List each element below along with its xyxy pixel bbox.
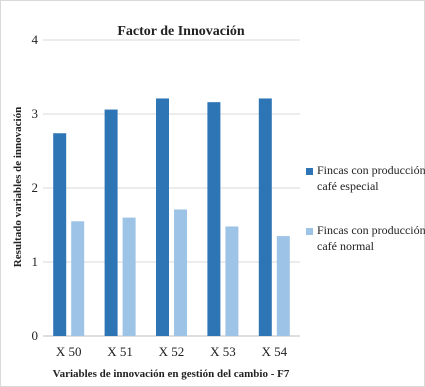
bar (122, 217, 136, 336)
x-tick-label: X 54 (261, 344, 287, 359)
bar (258, 98, 272, 337)
bar (276, 236, 290, 336)
x-tick-labels: X 50 X 51 X 52 X 53 X 54 (56, 344, 288, 359)
legend-label: café normal (317, 239, 375, 253)
legend-swatch (306, 168, 313, 175)
legend-swatch (306, 228, 313, 235)
x-tick-label: X 50 (56, 344, 82, 359)
x-tick-label: X 53 (210, 344, 236, 359)
bar (156, 98, 169, 337)
y-tick-label: 3 (32, 106, 39, 121)
y-tick-label: 0 (32, 328, 39, 343)
bar (71, 221, 85, 336)
y-tick-label: 1 (32, 254, 39, 269)
legend-label: Fincas con producción para (317, 163, 425, 177)
x-axis-label: Variables de innovación en gestión del c… (53, 368, 290, 380)
gridlines (43, 39, 300, 263)
legend-label: café especial (317, 179, 379, 193)
y-tick-label: 4 (32, 32, 39, 47)
y-tick-labels: 0 1 2 3 4 (32, 32, 39, 343)
x-tick-label: X 52 (159, 344, 185, 359)
bar (207, 102, 221, 336)
legend-label: Fincas con producción de (317, 223, 425, 237)
bar (225, 226, 239, 336)
bar (104, 109, 118, 336)
bar (174, 209, 187, 336)
chart-title: Factor de Innovación (117, 24, 245, 39)
y-tick-label: 2 (32, 180, 39, 195)
y-axis-label: Resultado variables de innovación (12, 107, 24, 267)
bar (53, 133, 67, 336)
legend: Fincas con producción para café especial F… (306, 163, 425, 253)
x-tick-label: X 51 (107, 344, 133, 359)
bars (53, 98, 290, 337)
